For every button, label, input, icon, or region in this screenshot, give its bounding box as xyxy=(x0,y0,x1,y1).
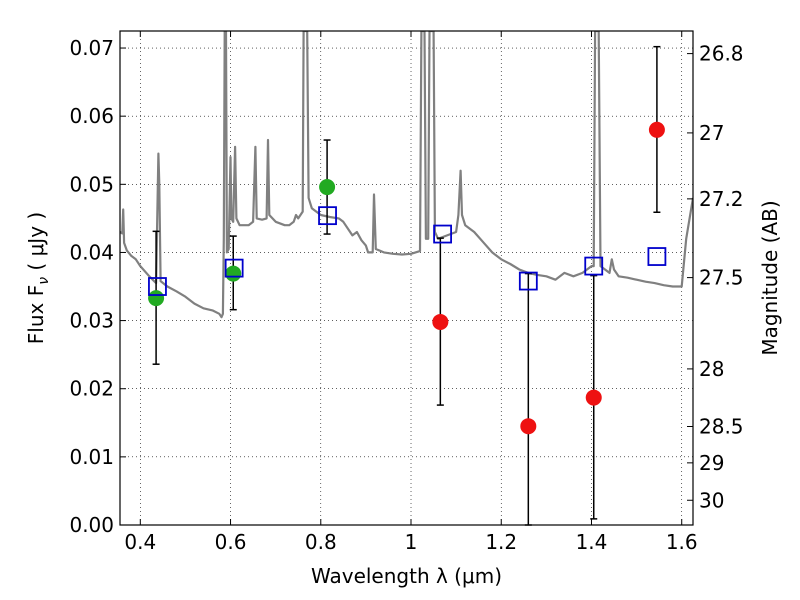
y-tick-label: 0.03 xyxy=(69,309,114,333)
y2-tick-label: 26.8 xyxy=(699,42,744,66)
data-point xyxy=(225,265,242,282)
y-tick-label: 0.01 xyxy=(69,445,114,469)
x-tick-label: 1 xyxy=(405,530,418,554)
y-tick-label: 0.07 xyxy=(69,36,114,60)
x-axis: 0.4 0.6 0.8 1 1.2 1.4 1.6 xyxy=(124,31,698,554)
data-point xyxy=(148,290,165,307)
model-square xyxy=(224,258,244,278)
data-point xyxy=(432,313,449,330)
y2-tick-label: 27.5 xyxy=(699,266,744,290)
y-tick-label: 0.05 xyxy=(69,172,114,196)
model-square xyxy=(584,256,604,276)
y2-tick-label: 30 xyxy=(699,488,724,512)
y-tick-label: 0.00 xyxy=(69,513,114,537)
x-tick-label: 1.2 xyxy=(485,530,517,554)
y2-tick-label: 28 xyxy=(699,357,724,381)
x-tick-label: 0.6 xyxy=(215,530,247,554)
plot-frame xyxy=(119,30,694,526)
y2-tick-label: 27.2 xyxy=(699,187,744,211)
y2-tick-label: 29 xyxy=(699,451,724,475)
x-tick-label: 0.4 xyxy=(124,530,156,554)
x-tick-label: 0.8 xyxy=(305,530,337,554)
y-tick-label: 0.02 xyxy=(69,377,114,401)
model-square xyxy=(647,247,667,266)
x-axis-label: Wavelength λ (μm) xyxy=(311,564,502,588)
data-point xyxy=(585,389,602,406)
model-square xyxy=(518,271,538,291)
y-axis-right: 26.8 27 27.2 27.5 28 28.5 29 30 xyxy=(687,42,744,512)
model-square xyxy=(148,277,167,296)
y-axis-left: 0.00 0.01 0.02 0.03 0.04 0.05 0.06 0.07 xyxy=(69,36,126,537)
model-square xyxy=(433,224,452,244)
data-markers xyxy=(148,121,667,435)
y-tick-label: 0.04 xyxy=(69,240,114,264)
spectrum-line xyxy=(120,31,693,319)
error-bars xyxy=(152,45,661,526)
x-tick-label: 1.4 xyxy=(576,530,608,554)
data-point xyxy=(319,179,336,196)
x-tick-label: 1.6 xyxy=(666,530,698,554)
y2-tick-label: 27 xyxy=(699,121,724,145)
y-tick-label: 0.06 xyxy=(69,104,114,128)
y2-tick-label: 28.5 xyxy=(699,415,744,439)
model-spectrum xyxy=(120,31,693,319)
y-axis-label: Flux Fν ( μJy ) xyxy=(24,212,52,344)
data-point xyxy=(648,121,665,138)
grid-lines xyxy=(120,31,693,526)
y2-axis-label: Magnitude (AB) xyxy=(758,200,782,355)
data-point xyxy=(520,418,537,435)
model-square xyxy=(318,206,337,226)
